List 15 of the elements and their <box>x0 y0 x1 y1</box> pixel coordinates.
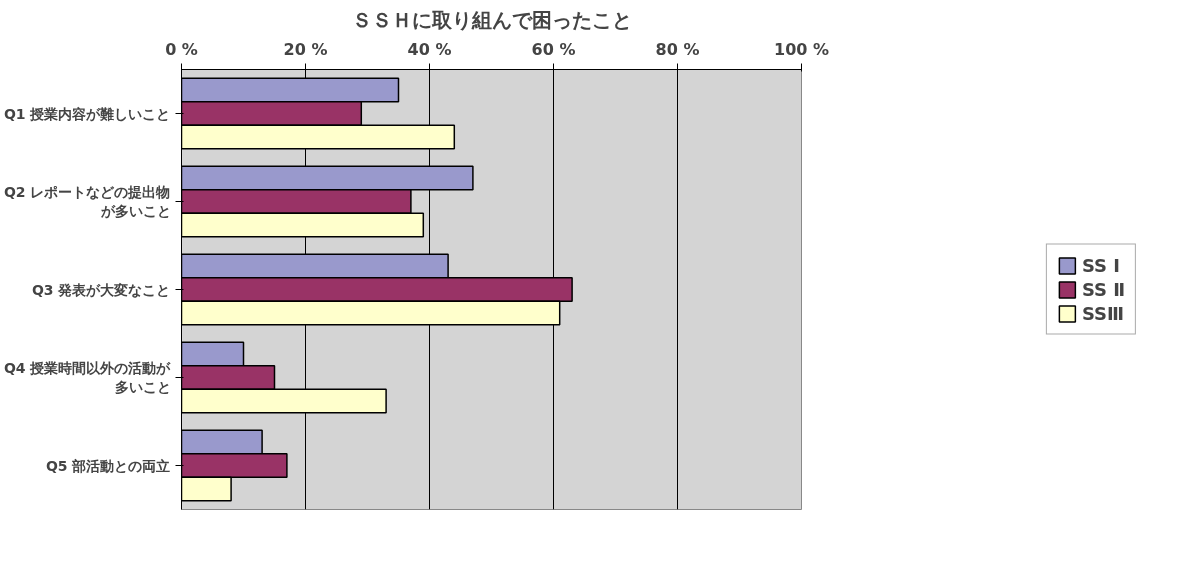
y-tick-label: Q5 部活動との両立 <box>45 457 171 474</box>
x-tick-label: 20 % <box>283 39 328 59</box>
y-tick-label: Q2 レポートなどの提出物が多いこと <box>3 183 171 220</box>
chart-title: ＳＳＨに取り組んで困ったこと <box>351 7 632 32</box>
legend-label: SS Ⅰ <box>1081 254 1120 276</box>
x-tick-label: 80 % <box>655 39 700 59</box>
x-tick-label: 0 % <box>165 39 198 59</box>
x-tick-label: 40 % <box>407 39 452 59</box>
y-tick-label: Q1 授業内容が難しいこと <box>3 105 171 122</box>
y-tick-label: Q4 授業時間以外の活動が多いこと <box>3 359 172 396</box>
legend-label: SSⅢ <box>1081 302 1125 324</box>
legend-label: SS Ⅱ <box>1081 278 1126 300</box>
y-tick-label: Q3 発表が大変なこと <box>31 281 171 298</box>
x-tick-label: 100 % <box>774 39 829 59</box>
x-tick-label: 60 % <box>531 39 576 59</box>
